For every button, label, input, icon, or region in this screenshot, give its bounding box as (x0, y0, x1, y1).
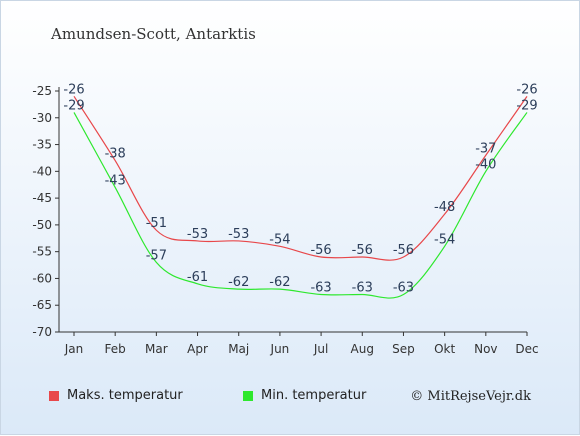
y-tick-label: -50 (32, 218, 52, 232)
data-label-max: -48 (434, 200, 455, 215)
y-tick-label: -55 (32, 245, 52, 259)
data-label-max: -56 (352, 243, 373, 258)
x-tick-label: Jul (313, 342, 328, 356)
y-tick-label: -60 (32, 271, 52, 285)
x-tick-label: Aug (351, 342, 374, 356)
x-tick-label: Maj (228, 342, 249, 356)
data-label-max: -53 (187, 227, 208, 242)
x-tick-label: Jun (270, 342, 290, 356)
data-label-min: -54 (434, 232, 455, 247)
legend-label-min: Min. temperatur (261, 388, 367, 403)
data-label-min: -63 (393, 281, 414, 296)
data-label-min: -43 (105, 173, 126, 188)
y-tick-label: -70 (32, 325, 52, 339)
x-tick-label: Okt (434, 342, 455, 356)
x-tick-label: Mar (145, 342, 168, 356)
data-label-min: -40 (475, 157, 496, 172)
x-tick-label: Jan (64, 342, 84, 356)
x-tick-label: Dec (515, 342, 538, 356)
data-label-max: -54 (269, 232, 290, 247)
legend-item-min: Min. temperatur (243, 388, 366, 403)
data-label-max: -56 (310, 243, 331, 258)
data-label-max: -51 (146, 216, 167, 231)
data-label-min: -29 (516, 98, 537, 113)
data-label-min: -62 (228, 275, 249, 290)
series-line-min (73, 112, 528, 299)
legend-item-max: Maks. temperatur (49, 388, 183, 403)
y-tick-label: -30 (32, 111, 52, 125)
y-tick-label: -65 (32, 298, 52, 312)
x-tick-label: Nov (474, 342, 497, 356)
data-label-max: -26 (63, 82, 84, 97)
data-label-min: -63 (352, 281, 373, 296)
data-label-max: -37 (475, 141, 496, 156)
series-line-max (73, 96, 528, 261)
data-label-min: -57 (146, 248, 167, 263)
y-tick-label: -35 (32, 138, 52, 152)
y-tick-label: -40 (32, 164, 52, 178)
x-tick-label: Apr (187, 342, 208, 356)
data-label-max: -56 (393, 243, 414, 258)
data-label-min: -63 (310, 281, 331, 296)
y-tick-label: -25 (32, 84, 52, 98)
legend-swatch-max (49, 390, 59, 401)
legend-swatch-min (243, 390, 253, 401)
data-label-max: -38 (105, 147, 126, 162)
data-label-max: -53 (228, 227, 249, 242)
legend-label-max: Maks. temperatur (67, 388, 183, 403)
data-label-min: -62 (269, 275, 290, 290)
chart-title: Amundsen-Scott, Antarktis (51, 25, 256, 43)
data-label-max: -26 (516, 82, 537, 97)
data-label-min: -61 (187, 270, 208, 285)
credit-text: © MitRejseVejr.dk (410, 389, 531, 404)
x-tick-label: Sep (392, 342, 415, 356)
y-tick-label: -45 (32, 191, 52, 205)
legend: Maks. temperatur Min. temperatur (1, 388, 421, 408)
data-label-min: -29 (63, 98, 84, 113)
x-tick-label: Feb (105, 342, 126, 356)
